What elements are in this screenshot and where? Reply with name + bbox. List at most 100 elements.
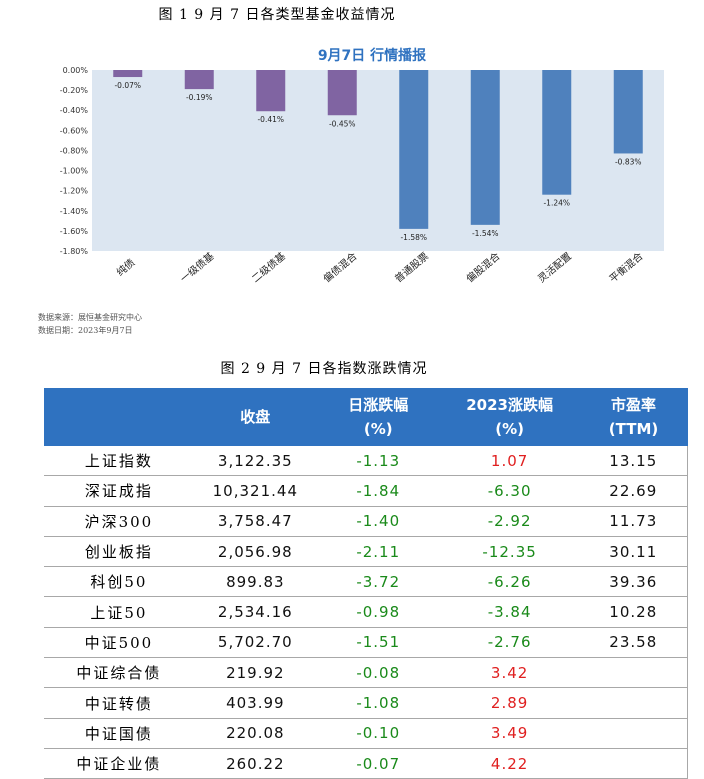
x-tick-label: 偏股混合 xyxy=(464,249,503,285)
y-tick-label: -1.60% xyxy=(60,227,89,236)
bar-6 xyxy=(542,70,572,195)
bar-0 xyxy=(113,70,143,78)
pe-ttm xyxy=(579,657,688,689)
y-tick-label: -0.40% xyxy=(60,106,89,115)
x-tick-label: 平衡混合 xyxy=(607,249,646,285)
table-row: 中证国债 220.08 -0.10 3.49 xyxy=(44,718,688,749)
index-table: 收盘 日涨跌幅 (%) 2023涨跌幅 (%) 市盈率 (TTM) 上证指数 3,122… xyxy=(44,388,688,779)
y-tick-label: 0.00% xyxy=(63,66,89,75)
data-label: -0.07% xyxy=(114,81,141,90)
x-tick-label: 纯债 xyxy=(114,256,138,279)
index-name: 中证500 xyxy=(44,627,194,659)
close-value: 403.99 xyxy=(193,687,317,719)
day-change: -0.08 xyxy=(316,657,440,689)
close-value: 10,321.44 xyxy=(193,475,317,507)
x-tick-label: 普通股票 xyxy=(392,249,431,285)
close-value: 5,702.70 xyxy=(193,627,317,659)
data-label: -1.54% xyxy=(472,229,499,238)
close-value: 2,056.98 xyxy=(193,536,317,568)
day-change: -0.98 xyxy=(316,596,440,628)
index-name: 科创50 xyxy=(44,566,194,598)
index-name: 创业板指 xyxy=(44,536,194,568)
bar-7 xyxy=(613,70,643,154)
header-ytd-change: 2023涨跌幅 (%) xyxy=(439,388,580,446)
figure2-caption: 图 2 9 月 7 日各指数涨跌情况 xyxy=(220,361,428,377)
close-value: 899.83 xyxy=(193,566,317,598)
y-tick-label: -1.00% xyxy=(60,167,89,176)
bar-5 xyxy=(470,70,500,225)
table-row: 深证成指 10,321.44 -1.84 -6.30 22.69 xyxy=(44,475,688,507)
table-row: 上证指数 3,122.35 -1.13 1.07 13.15 xyxy=(44,446,688,477)
ytd-change: -12.35 xyxy=(439,536,580,568)
chart-title: 9月7日 行情播报 xyxy=(318,47,426,64)
close-value: 3,122.35 xyxy=(193,446,317,477)
day-change: -1.84 xyxy=(316,475,440,507)
pe-ttm: 22.69 xyxy=(579,475,688,507)
y-tick-label: -1.20% xyxy=(60,187,89,196)
day-change: -1.13 xyxy=(316,446,440,477)
index-name: 沪深300 xyxy=(44,506,194,537)
header-pe: 市盈率 (TTM) xyxy=(579,388,688,446)
x-tick-label: 灵活配置 xyxy=(536,250,574,285)
header-day-change: 日涨跌幅 (%) xyxy=(316,388,440,446)
y-tick-label: -1.40% xyxy=(60,207,89,216)
x-tick-label: 偏债混合 xyxy=(321,249,360,285)
close-value: 2,534.16 xyxy=(193,596,317,628)
pe-ttm xyxy=(579,748,688,779)
pe-ttm: 23.58 xyxy=(579,627,688,659)
pe-ttm: 30.11 xyxy=(579,536,688,568)
day-change: -2.11 xyxy=(316,536,440,568)
data-label: -0.41% xyxy=(257,115,284,124)
data-label: -1.58% xyxy=(400,233,427,242)
chart-svg: 9月7日 行情播报 0.00% -0.20% -0.40% -0.60% -0.80% -1… xyxy=(60,47,664,285)
day-change: -1.51 xyxy=(316,627,440,659)
index-name: 中证国债 xyxy=(44,718,194,749)
table-row: 科创50 899.83 -3.72 -6.26 39.36 xyxy=(44,566,688,598)
ytd-change: 2.89 xyxy=(439,687,580,719)
table-row: 中证500 5,702.70 -1.51 -2.76 23.58 xyxy=(44,627,688,659)
ytd-change: -6.30 xyxy=(439,475,580,507)
ytd-change: 3.49 xyxy=(439,718,580,749)
y-tick-label: -0.60% xyxy=(60,126,89,135)
bar-3 xyxy=(327,70,357,116)
data-label: -0.45% xyxy=(329,119,356,128)
header-name xyxy=(44,388,194,446)
plot-area xyxy=(92,70,664,251)
ytd-change: -6.26 xyxy=(439,566,580,598)
y-tick-label: -1.80% xyxy=(60,247,89,256)
ytd-change: 4.22 xyxy=(439,748,580,779)
pe-ttm: 10.28 xyxy=(579,596,688,628)
close-value: 220.08 xyxy=(193,718,317,749)
x-tick-label: 一级债基 xyxy=(178,249,217,285)
pe-ttm: 39.36 xyxy=(579,566,688,598)
index-name: 上证50 xyxy=(44,596,194,628)
close-value: 219.92 xyxy=(193,657,317,689)
day-change: -3.72 xyxy=(316,566,440,598)
table-row: 创业板指 2,056.98 -2.11 -12.35 30.11 xyxy=(44,536,688,568)
index-name: 中证综合债 xyxy=(44,657,194,689)
day-change: -0.10 xyxy=(316,718,440,749)
ytd-change: 3.42 xyxy=(439,657,580,689)
day-change: -1.08 xyxy=(316,687,440,719)
table-row: 上证50 2,534.16 -0.98 -3.84 10.28 xyxy=(44,596,688,628)
day-change: -0.07 xyxy=(316,748,440,779)
pe-ttm xyxy=(579,718,688,749)
index-name: 深证成指 xyxy=(44,475,194,507)
pe-ttm: 11.73 xyxy=(579,506,688,537)
bar-2 xyxy=(256,70,286,112)
header-close: 收盘 xyxy=(193,388,317,446)
y-tick-label: -0.80% xyxy=(60,146,89,155)
pe-ttm xyxy=(579,687,688,719)
figure1-caption: 图 1 9 月 7 日各类型基金收益情况 xyxy=(158,7,396,23)
ytd-change: -2.92 xyxy=(439,506,580,537)
close-value: 260.22 xyxy=(193,748,317,779)
data-label: -1.24% xyxy=(543,199,570,208)
table-row: 中证转债 403.99 -1.08 2.89 xyxy=(44,687,688,719)
ytd-change: -3.84 xyxy=(439,596,580,628)
bar-1 xyxy=(184,70,214,90)
y-tick-label: -0.20% xyxy=(60,86,89,95)
table-row: 中证综合债 219.92 -0.08 3.42 xyxy=(44,657,688,689)
pe-ttm: 13.15 xyxy=(579,446,688,477)
x-tick-label: 二级债基 xyxy=(249,249,288,285)
data-label: -0.19% xyxy=(186,93,213,102)
